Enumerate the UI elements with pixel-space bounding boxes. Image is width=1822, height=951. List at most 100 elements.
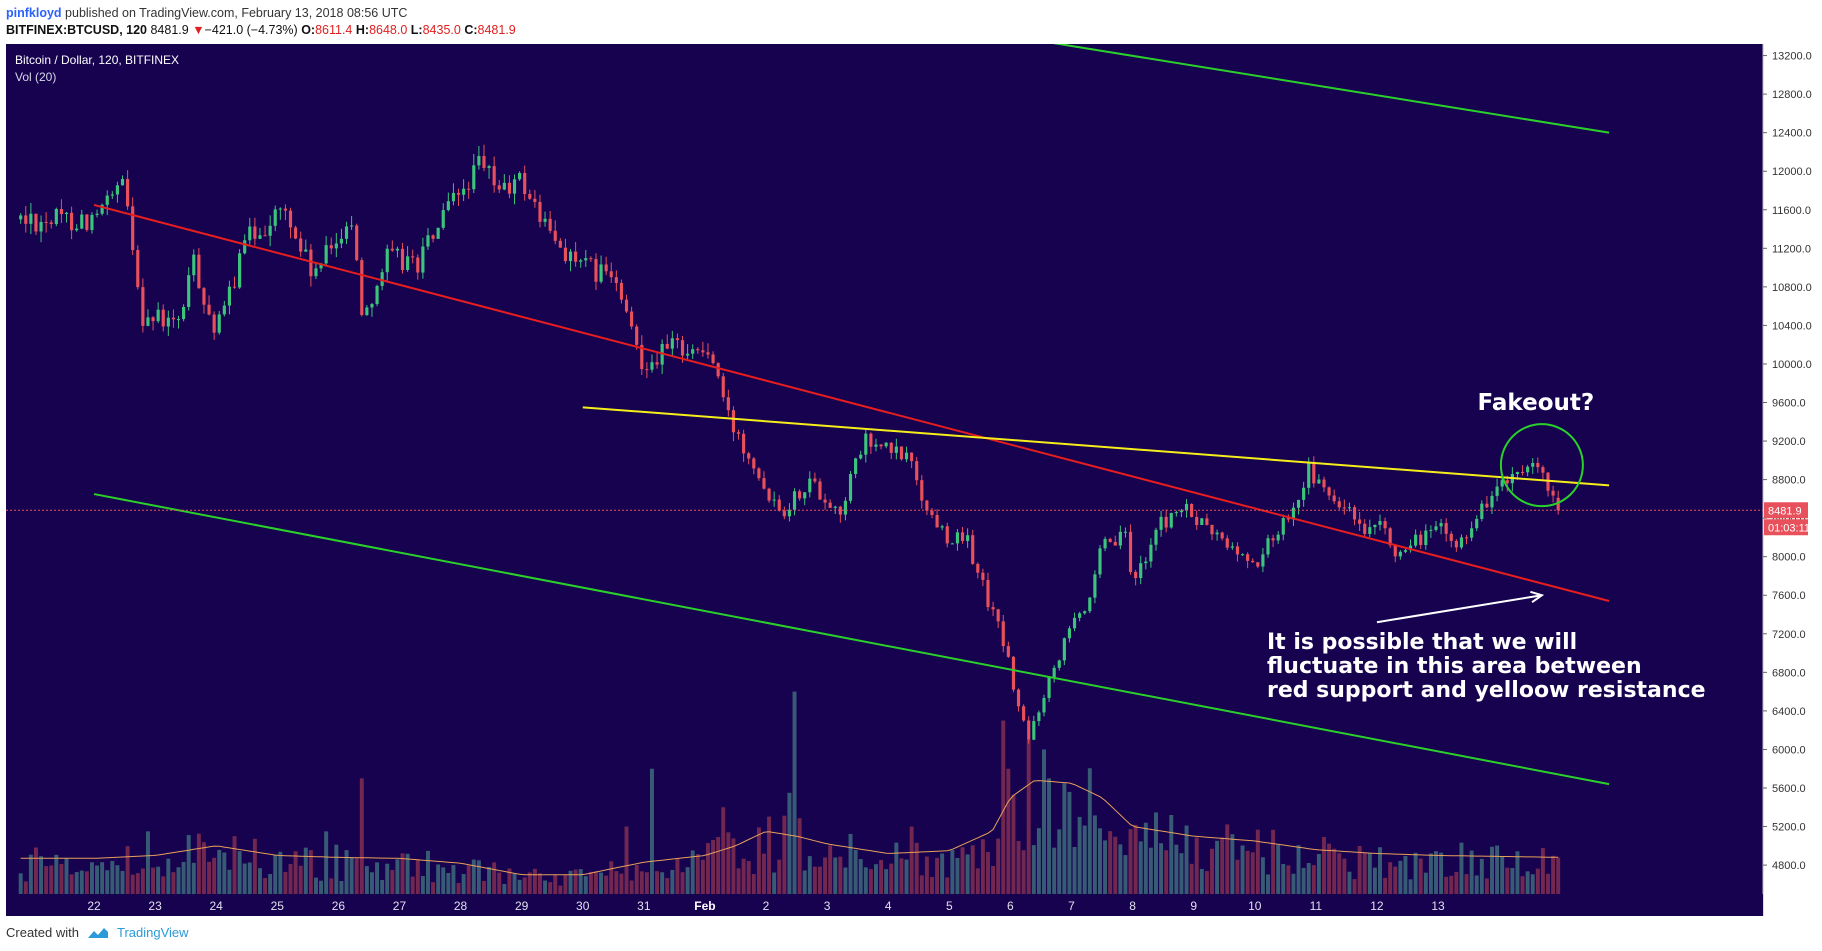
volume-bar-up xyxy=(451,865,456,894)
y-tick-label: 5200.0 xyxy=(1772,822,1806,834)
open-value: 8611.4 xyxy=(315,23,353,37)
candle-down xyxy=(416,257,420,273)
volume-bar-up xyxy=(487,866,492,894)
volume-bar-up xyxy=(100,862,105,894)
volume-bar-down xyxy=(308,850,313,894)
candle-down xyxy=(1383,521,1387,529)
candle-up xyxy=(1490,495,1494,508)
candle-up xyxy=(950,543,954,545)
x-tick-label: 27 xyxy=(393,899,407,913)
volume-bar-up xyxy=(1495,845,1500,894)
volume-bar-down xyxy=(69,874,74,894)
y-tick-label: 10400.0 xyxy=(1772,320,1812,332)
candle-up xyxy=(370,304,374,308)
volume-bar-down xyxy=(1108,831,1113,894)
candles xyxy=(19,144,1560,744)
x-tick-label: 29 xyxy=(515,899,529,913)
candle-down xyxy=(711,354,715,364)
candle-up xyxy=(512,179,517,194)
candle-down xyxy=(899,446,904,460)
candle-up xyxy=(217,314,221,333)
candle-up xyxy=(1088,597,1092,612)
candle-up xyxy=(1495,486,1499,496)
volume-bar-up xyxy=(385,863,390,894)
candle-up xyxy=(334,243,338,249)
x-tick-label: 28 xyxy=(454,899,468,913)
candle-down xyxy=(507,182,512,194)
volume-bar-down xyxy=(527,872,532,894)
volume-bar-down xyxy=(614,871,619,894)
author-link[interactable]: pinfkloyd xyxy=(6,6,62,20)
candle-up xyxy=(843,500,848,515)
x-axis-panel[interactable] xyxy=(6,894,1763,916)
candle-up xyxy=(1052,667,1056,678)
y-tick-label: 8800.0 xyxy=(1772,475,1806,487)
volume-bar-up xyxy=(792,691,797,894)
candle-up xyxy=(100,204,104,214)
volume-bar-down xyxy=(49,865,54,894)
volume-bar-up xyxy=(380,879,385,894)
volume-bar-down xyxy=(588,871,593,894)
candle-down xyxy=(1337,501,1341,508)
volume-bar-up xyxy=(1118,844,1123,894)
candle-down xyxy=(818,481,822,500)
y-tick-label: 5600.0 xyxy=(1772,783,1806,795)
candle-up xyxy=(1047,677,1051,699)
candle-down xyxy=(538,201,542,222)
volume-bar-up xyxy=(843,867,848,894)
volume-bar-down xyxy=(538,873,542,894)
volume-bar-down xyxy=(996,838,1001,894)
candle-down xyxy=(976,563,980,573)
candle-down xyxy=(945,526,949,544)
candle-down xyxy=(329,245,333,249)
candle-up xyxy=(258,235,262,239)
y-axis-panel[interactable] xyxy=(1763,44,1816,916)
candle-down xyxy=(721,376,725,398)
candle-up xyxy=(1139,563,1143,579)
volume-bar-up xyxy=(1316,854,1321,894)
price-chart[interactable]: Bitcoin / Dollar, 120, BITFINEX Vol (20)… xyxy=(6,44,1816,916)
volume-bar-up xyxy=(1459,842,1464,894)
candle-down xyxy=(696,349,700,351)
candle-down xyxy=(1536,463,1540,468)
candle-up xyxy=(1281,518,1285,535)
candle-down xyxy=(1312,462,1316,484)
candle-down xyxy=(1235,546,1240,555)
volume-bar-down xyxy=(125,846,130,894)
volume-bar-down xyxy=(1204,871,1209,894)
volume-bar-up xyxy=(1052,847,1057,894)
volume-bar-down xyxy=(639,871,644,894)
candle-up xyxy=(579,260,583,262)
volume-bar-up xyxy=(227,869,232,894)
volume-bar-down xyxy=(619,873,624,894)
volume-bar-down xyxy=(914,842,919,894)
volume-bar-down xyxy=(59,864,64,894)
candle-down xyxy=(996,609,1000,622)
x-tick-label: 8 xyxy=(1129,899,1136,913)
volume-bar-up xyxy=(1347,871,1352,894)
volume-bar-up xyxy=(156,866,161,894)
y-tick-label: 4800.0 xyxy=(1772,860,1806,872)
candle-up xyxy=(650,362,654,370)
volume-bar-up xyxy=(1148,847,1153,894)
volume-bar-down xyxy=(140,868,145,894)
tradingview-link[interactable]: TradingView xyxy=(116,925,189,940)
candle-down xyxy=(390,248,394,251)
volume-bar-down xyxy=(634,865,639,894)
candle-up xyxy=(1439,523,1443,527)
volume-bar-down xyxy=(1551,855,1556,894)
volume-bar-down xyxy=(762,853,766,894)
volume-bar-up xyxy=(105,870,110,894)
volume-bar-up xyxy=(1123,855,1128,894)
volume-bar-up xyxy=(1291,873,1296,894)
volume-bar-down xyxy=(1362,852,1367,894)
candle-up xyxy=(248,226,252,241)
candle-up xyxy=(176,319,181,321)
volume-bar-down xyxy=(135,873,140,894)
candle-up xyxy=(1103,538,1107,549)
candle-up xyxy=(350,225,354,227)
candle-down xyxy=(70,212,74,231)
ticker-symbol: BITFINEX:BTCUSD, 120 xyxy=(6,23,147,37)
close-label: C: xyxy=(464,23,478,37)
y-tick-label: 6000.0 xyxy=(1772,744,1806,756)
